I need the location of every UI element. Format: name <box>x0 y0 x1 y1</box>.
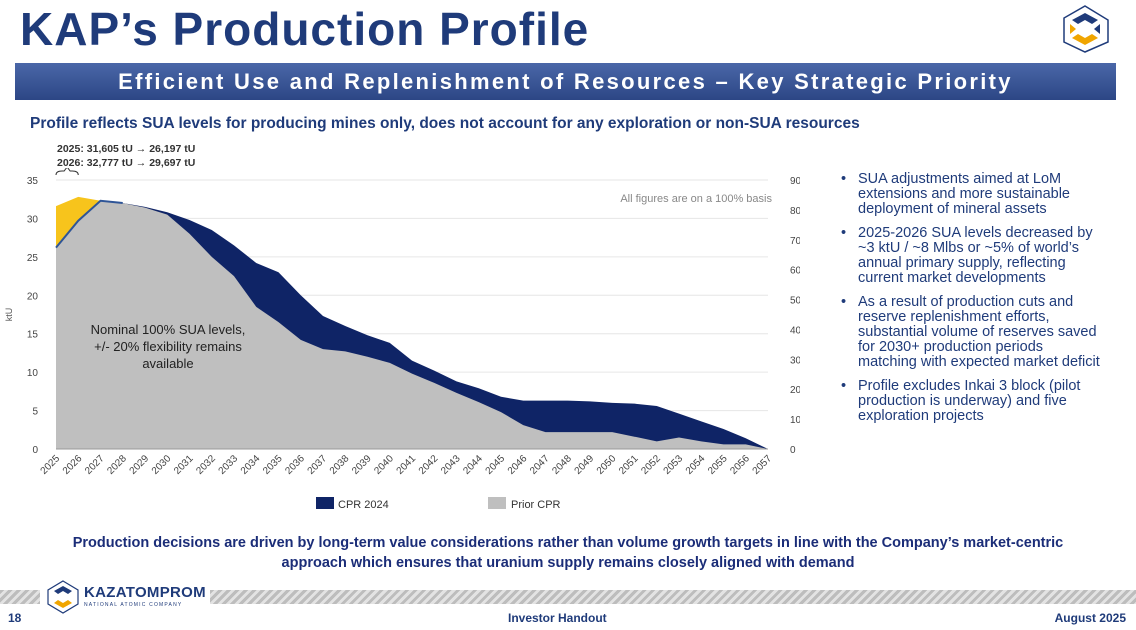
x-tick-label: 2037 <box>306 453 330 477</box>
footer-date: August 2025 <box>1054 611 1126 625</box>
y2-tick-label: 80 <box>790 206 800 217</box>
x-tick-label: 2031 <box>172 453 196 477</box>
x-tick-label: 2055 <box>706 453 730 477</box>
x-tick-label: 2046 <box>506 453 530 477</box>
y2-tick-label: 30 <box>790 355 800 366</box>
x-tick-label: 2043 <box>439 453 463 477</box>
key-points-list: SUA adjustments aimed at LoM extensions … <box>840 172 1100 433</box>
footer-band-right <box>210 590 1136 604</box>
sua-line <box>55 199 123 249</box>
brand-name: KAZATOMPROM <box>84 584 206 601</box>
footer-band-left <box>0 590 40 604</box>
x-tick-label: 2033 <box>217 453 241 477</box>
kazatomprom-logo-icon <box>1063 5 1109 53</box>
y2-tick-label: 70 <box>790 236 800 247</box>
y2-tick-label: 20 <box>790 385 800 396</box>
legend-swatch-cpr-2024 <box>316 497 334 509</box>
y2-tick-label: 0 <box>790 445 796 456</box>
y2-tick-label: 50 <box>790 296 800 307</box>
sua-note-2026: 2026: 32,777 tU → 29,697 tU <box>57 157 196 169</box>
x-tick-label: 2041 <box>395 453 419 477</box>
x-tick-label: 2052 <box>639 453 663 477</box>
y-axis-label: ktU <box>4 308 14 322</box>
area-prior-cpr <box>56 200 768 449</box>
x-tick-label: 2028 <box>105 453 129 477</box>
y-tick-label: 0 <box>32 445 38 456</box>
x-tick-label: 2038 <box>328 453 352 477</box>
production-profile-chart: 051015202530350102030405060708090ktUMlbs… <box>4 168 800 511</box>
x-tick-label: 2027 <box>83 453 107 477</box>
y2-tick-label: 90 <box>790 176 800 187</box>
bullet-item: Profile excludes Inkai 3 block (pilot pr… <box>840 379 1100 424</box>
legend-label-prior-cpr: Prior CPR <box>511 499 561 511</box>
x-tick-label: 2048 <box>550 453 574 477</box>
y2-tick-label: 40 <box>790 325 800 336</box>
x-tick-label: 2030 <box>150 453 174 477</box>
y-tick-label: 35 <box>27 176 39 187</box>
chart-annotation-line: +/- 20% flexibility remains <box>94 339 242 354</box>
x-tick-label: 2035 <box>261 453 285 477</box>
x-tick-label: 2050 <box>595 453 619 477</box>
x-tick-label: 2029 <box>128 453 152 477</box>
bullet-item: 2025-2026 SUA levels decreased by ~3 ktU… <box>840 226 1100 286</box>
year-bracket <box>55 168 79 176</box>
y-tick-label: 25 <box>27 253 39 264</box>
footer-message: Production decisions are driven by long-… <box>72 535 1064 571</box>
y-tick-label: 30 <box>27 214 39 225</box>
y2-tick-label: 60 <box>790 266 800 277</box>
x-tick-label: 2045 <box>484 453 508 477</box>
legend-label-cpr-2024: CPR 2024 <box>338 499 389 511</box>
x-tick-label: 2049 <box>573 453 597 477</box>
sua-note-2025: 2025: 31,605 tU → 26,197 tU <box>57 143 196 155</box>
page-number: 18 <box>8 611 22 625</box>
y-tick-label: 20 <box>27 291 39 302</box>
chart-corner-note: All figures are on a 100% basis <box>620 193 772 205</box>
bullet-item: As a result of production cuts and reser… <box>840 295 1100 370</box>
y-tick-label: 5 <box>32 407 38 418</box>
handout-label: Investor Handout <box>508 611 607 625</box>
x-tick-label: 2051 <box>617 453 641 477</box>
x-tick-label: 2034 <box>239 453 263 477</box>
page-title: KAP’s Production Profile <box>20 3 590 55</box>
brand-subtitle: NATIONAL ATOMIC COMPANY <box>84 602 183 608</box>
x-tick-label: 2042 <box>417 453 441 477</box>
chart-annotation-line: available <box>142 356 193 371</box>
y-tick-label: 10 <box>27 368 39 379</box>
kazatomprom-brand: KAZATOMPROM NATIONAL ATOMIC COMPANY <box>44 580 210 614</box>
chart-subtitle: Profile reflects SUA levels for producin… <box>30 115 860 132</box>
x-tick-label: 2044 <box>461 453 485 477</box>
x-tick-label: 2056 <box>728 453 752 477</box>
x-tick-label: 2036 <box>283 453 307 477</box>
x-tick-label: 2047 <box>528 453 552 477</box>
x-tick-label: 2053 <box>662 453 686 477</box>
x-tick-label: 2032 <box>194 453 218 477</box>
x-tick-label: 2025 <box>39 453 63 477</box>
brand-logo-icon <box>47 580 79 614</box>
x-tick-label: 2054 <box>684 453 708 477</box>
strategy-banner: Efficient Use and Replenishment of Resou… <box>15 63 1116 100</box>
legend-swatch-prior-cpr <box>488 497 506 509</box>
y2-tick-label: 10 <box>790 415 800 426</box>
y-tick-label: 15 <box>27 330 39 341</box>
x-tick-label: 2057 <box>751 453 775 477</box>
chart-annotation-line: Nominal 100% SUA levels, <box>91 322 246 337</box>
x-tick-label: 2039 <box>350 453 374 477</box>
bullet-item: SUA adjustments aimed at LoM extensions … <box>840 172 1100 217</box>
x-tick-label: 2040 <box>372 453 396 477</box>
x-tick-label: 2026 <box>61 453 85 477</box>
